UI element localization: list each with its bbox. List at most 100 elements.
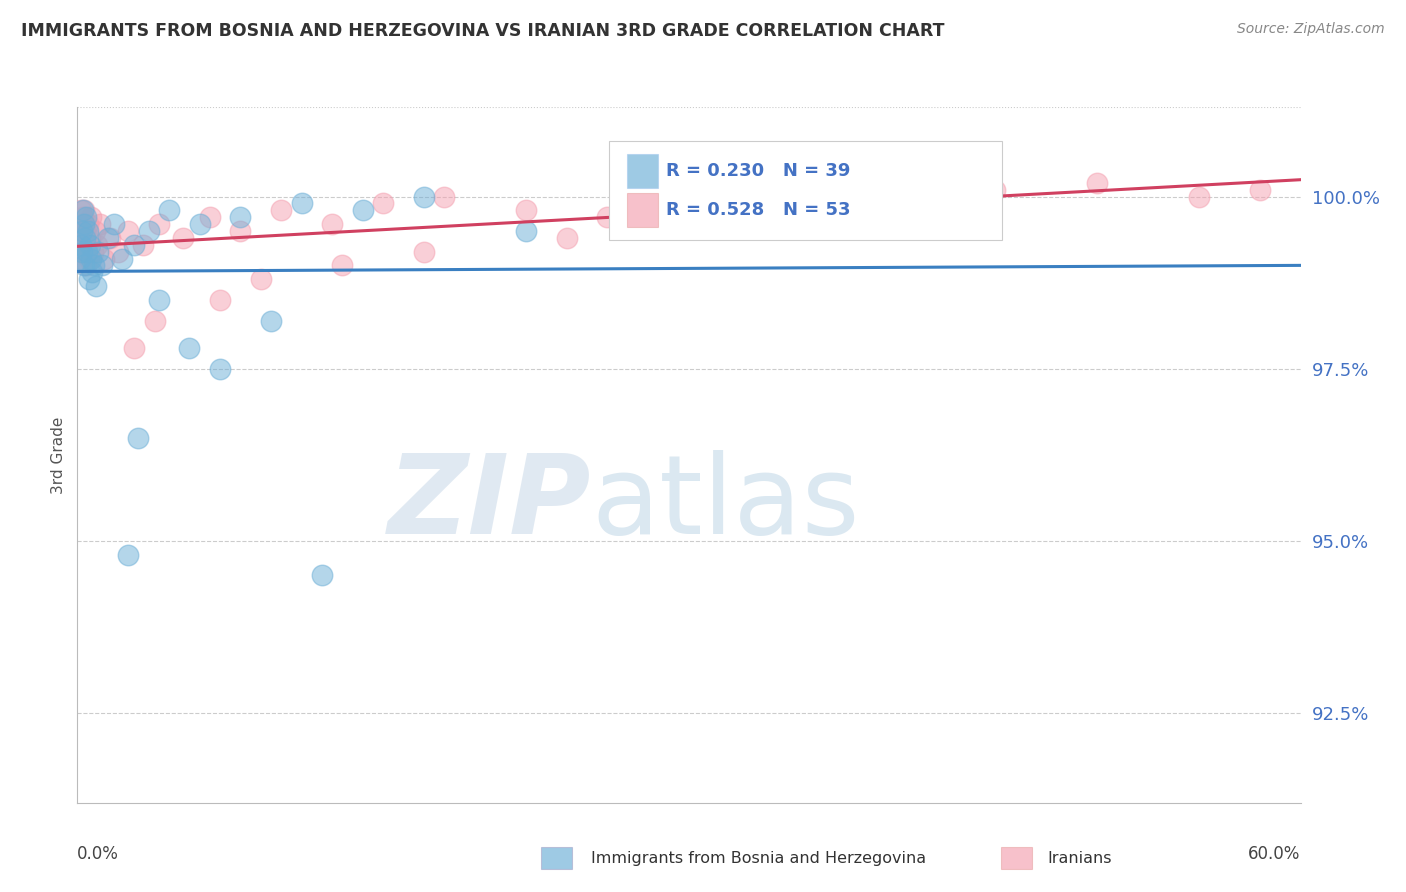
Point [515, 224, 537, 238]
Point [75, 224, 97, 238]
Text: R = 0.230   N = 39: R = 0.230 N = 39 [666, 161, 851, 179]
Y-axis label: 3rd Grade: 3rd Grade [51, 417, 66, 493]
Text: 0.0%: 0.0% [77, 845, 120, 863]
Text: Iranians: Iranians [1047, 851, 1112, 865]
Point [148, 293, 170, 307]
Point [157, 203, 180, 218]
Point [83, 259, 105, 273]
Point [198, 211, 221, 225]
Point [138, 224, 160, 238]
Point [73, 203, 96, 218]
Point [229, 211, 252, 225]
Point [124, 237, 146, 252]
Point [740, 203, 762, 218]
Point [75, 259, 97, 273]
Point [79, 237, 101, 252]
Point [515, 203, 537, 218]
Point [80, 265, 103, 279]
Point [86, 237, 108, 252]
Point [82, 244, 104, 259]
Point [352, 203, 374, 218]
Point [172, 231, 194, 245]
Point [98, 231, 121, 245]
Point [127, 431, 149, 445]
Point [76, 224, 98, 238]
Point [433, 189, 456, 203]
Point [77, 272, 100, 286]
Point [596, 211, 619, 225]
Point [413, 244, 436, 259]
Point [117, 224, 139, 238]
Point [984, 183, 1007, 197]
Point [208, 293, 231, 307]
Point [97, 231, 120, 245]
Point [260, 313, 283, 327]
Point [321, 217, 343, 231]
Point [637, 217, 659, 231]
Point [69, 224, 91, 238]
Text: R = 0.528   N = 53: R = 0.528 N = 53 [666, 202, 851, 219]
Text: IMMIGRANTS FROM BOSNIA AND HERZEGOVINA VS IRANIAN 3RD GRADE CORRELATION CHART: IMMIGRANTS FROM BOSNIA AND HERZEGOVINA V… [21, 22, 945, 40]
Point [79, 231, 101, 245]
Point [70, 203, 93, 218]
Point [188, 217, 211, 231]
Point [69, 252, 91, 266]
Point [77, 252, 100, 266]
Point [75, 231, 97, 245]
Point [76, 244, 98, 259]
Point [332, 259, 354, 273]
Point [70, 237, 93, 252]
Point [678, 196, 700, 211]
Point [1085, 176, 1108, 190]
Point [70, 237, 93, 252]
Point [79, 252, 101, 266]
Point [780, 189, 803, 203]
Text: Immigrants from Bosnia and Herzegovina: Immigrants from Bosnia and Herzegovina [591, 851, 925, 865]
Point [69, 244, 91, 259]
Point [103, 217, 125, 231]
Point [148, 217, 170, 231]
Point [73, 217, 96, 231]
Point [555, 231, 578, 245]
Point [117, 548, 139, 562]
Point [229, 224, 252, 238]
Point [75, 211, 97, 225]
Point [718, 217, 741, 231]
Point [87, 244, 110, 259]
Point [90, 259, 112, 273]
Point [270, 203, 292, 218]
Point [179, 341, 201, 355]
Text: atlas: atlas [591, 450, 859, 558]
Point [124, 341, 146, 355]
Point [72, 252, 94, 266]
Point [841, 189, 863, 203]
Point [83, 224, 105, 238]
Point [72, 244, 94, 259]
Text: Source: ZipAtlas.com: Source: ZipAtlas.com [1237, 22, 1385, 37]
Point [1249, 183, 1271, 197]
Point [311, 568, 333, 582]
Point [131, 237, 153, 252]
Point [70, 217, 93, 231]
Point [89, 217, 111, 231]
Point [80, 211, 103, 225]
Point [73, 244, 96, 259]
Point [72, 203, 94, 218]
Point [76, 237, 98, 252]
Text: ZIP: ZIP [388, 450, 591, 558]
Point [77, 217, 100, 231]
Text: 60.0%: 60.0% [1249, 845, 1301, 863]
Point [208, 361, 231, 376]
Point [93, 252, 115, 266]
Point [413, 189, 436, 203]
Point [84, 279, 107, 293]
Point [72, 211, 94, 225]
Point [70, 224, 93, 238]
Point [371, 196, 394, 211]
Point [290, 196, 312, 211]
Point [72, 231, 94, 245]
Point [250, 272, 273, 286]
Point [73, 259, 96, 273]
Point [107, 244, 129, 259]
Point [143, 313, 166, 327]
